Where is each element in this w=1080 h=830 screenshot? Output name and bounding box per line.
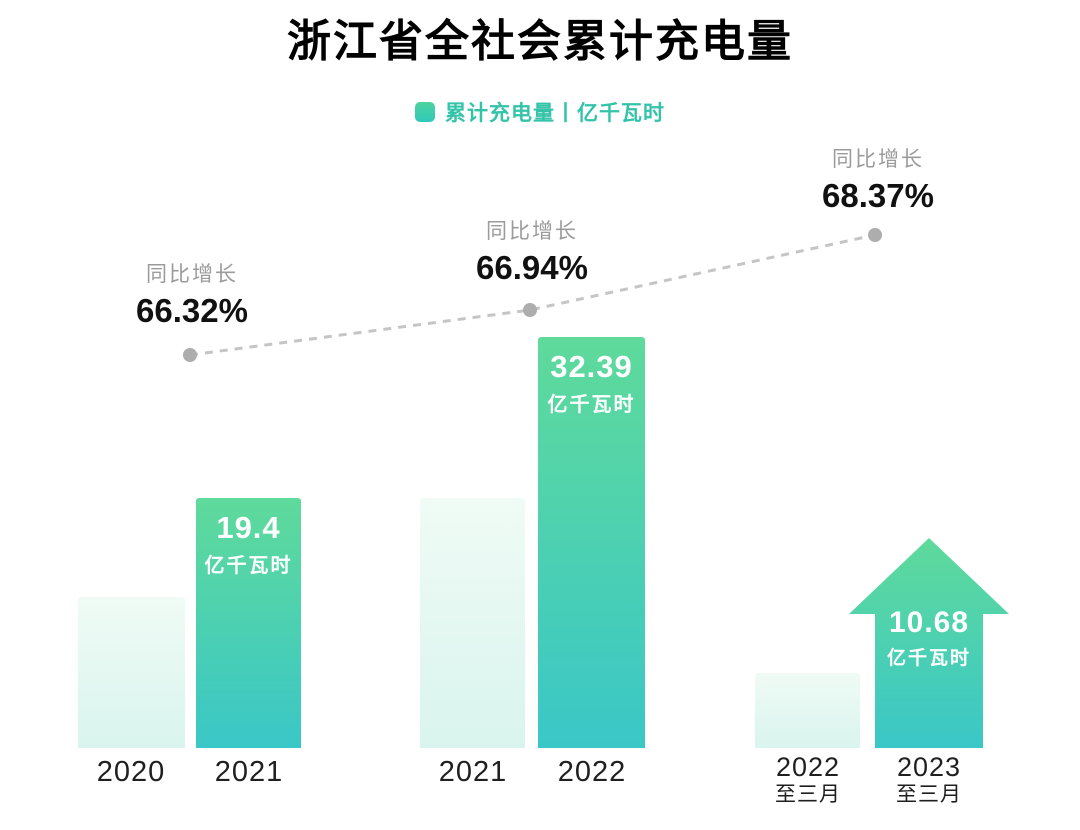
x-label-sub: 至三月 <box>775 783 841 806</box>
trend-point-3 <box>868 228 882 242</box>
x-label-2020: 2020 <box>96 756 166 788</box>
bar-value: 19.4 <box>216 510 281 545</box>
growth-annotation-2023: 同比增长 68.37% <box>822 143 934 215</box>
bar-value-label: 19.4 亿千瓦时 <box>196 498 301 578</box>
growth-value: 66.32% <box>136 292 248 329</box>
bar-2021-compare <box>420 498 525 748</box>
trend-point-2 <box>523 303 537 317</box>
growth-label: 同比增长 <box>832 148 924 171</box>
x-label-2023-q1: 2023 至三月 <box>896 752 962 808</box>
arrow-value-label: 10.68 亿千瓦时 <box>849 606 1009 670</box>
growth-annotation-2021: 同比增长 66.32% <box>136 258 248 330</box>
x-label-2022: 2022 <box>557 756 627 788</box>
arrow-bar-2023-q1 <box>849 538 1009 748</box>
chart-title-prefix: 浙江省全社会 <box>287 17 563 66</box>
chart-title: 浙江省全社会累计充电量 <box>0 16 1080 68</box>
legend-swatch-icon <box>415 102 435 122</box>
bar-unit: 亿千瓦时 <box>886 648 971 669</box>
bar-2020 <box>78 597 185 748</box>
chart-title-emphasis: 累计充电量 <box>563 17 793 66</box>
growth-annotation-2022: 同比增长 66.94% <box>476 215 588 287</box>
x-label-2021b: 2021 <box>438 756 508 788</box>
bar-2022: 32.39 亿千瓦时 <box>538 337 645 748</box>
x-label-year: 2023 <box>896 752 962 782</box>
bar-unit: 亿千瓦时 <box>204 555 293 577</box>
x-label-2022-q1: 2022 至三月 <box>775 752 841 808</box>
bar-2021: 19.4 亿千瓦时 <box>196 498 301 748</box>
legend-label: 累计充电量丨亿千瓦时 <box>445 102 665 125</box>
trend-point-1 <box>183 348 197 362</box>
bar-2022-q1 <box>755 673 860 748</box>
up-arrow-icon <box>849 538 1009 748</box>
x-label-2021: 2021 <box>214 756 284 788</box>
x-label-sub: 至三月 <box>896 783 962 806</box>
growth-value: 66.94% <box>476 249 588 286</box>
legend: 累计充电量丨亿千瓦时 <box>0 97 1080 127</box>
bar-unit: 亿千瓦时 <box>547 394 636 416</box>
growth-value: 68.37% <box>822 177 934 214</box>
x-label-year: 2022 <box>775 752 841 782</box>
bar-value-label: 32.39 亿千瓦时 <box>538 337 645 417</box>
growth-label: 同比增长 <box>486 220 578 243</box>
growth-label: 同比增长 <box>146 263 238 286</box>
bar-value: 32.39 <box>550 349 633 384</box>
bar-value: 10.68 <box>888 606 970 639</box>
